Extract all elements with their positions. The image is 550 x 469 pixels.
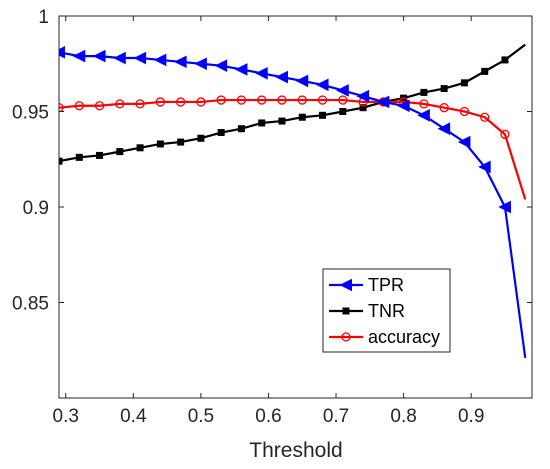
y-tick-label: 0.85: [12, 294, 49, 315]
data-point-tpr: [113, 51, 126, 65]
legend: TPR TNR accuracy: [322, 268, 451, 353]
x-tick-label: 0.7: [323, 406, 349, 427]
data-point-tpr: [153, 53, 167, 67]
data-point-accuracy: [135, 99, 145, 109]
data-point-accuracy: [257, 95, 267, 105]
y-tick-label: 0.95: [12, 103, 49, 124]
plot-background: [59, 16, 532, 398]
data-point-accuracy: [216, 95, 226, 105]
legend-label: TPR: [368, 275, 404, 295]
data-point-tpr: [498, 200, 511, 214]
legend-marker: [341, 332, 351, 342]
y-tick-label: 0.9: [23, 198, 49, 219]
data-point-accuracy: [419, 99, 429, 109]
data-point-tnr: [75, 153, 83, 161]
data-point-tnr: [197, 134, 205, 142]
data-point-tpr: [396, 99, 410, 113]
data-point-tnr: [440, 85, 448, 93]
data-point-tnr: [420, 88, 428, 96]
data-point-accuracy: [297, 95, 307, 105]
data-point-accuracy: [236, 95, 247, 105]
axes-layer: 0.3 0.4 0.5 0.6 0.7 0.8 0.9 1 0.95 0.9 0.85: [12, 7, 533, 427]
data-point-tnr: [177, 138, 185, 146]
data-point-accuracy: [277, 95, 287, 105]
data-point-tpr: [295, 74, 309, 88]
x-tick-label: 0.9: [458, 406, 484, 427]
legend-item-tnr: TNR: [329, 301, 405, 321]
data-point-accuracy: [74, 101, 84, 111]
data-point-tnr: [339, 108, 347, 115]
data-point-tnr: [319, 111, 327, 119]
series-layer: [59, 43, 527, 359]
legend-marker: [342, 307, 350, 315]
data-point-tnr: [258, 119, 266, 127]
data-point-tnr: [237, 125, 245, 133]
data-point-tpr: [255, 66, 268, 80]
data-point-tpr: [59, 45, 65, 59]
data-point-tpr: [234, 63, 248, 76]
legend-marker: [339, 278, 352, 292]
legend-item-tpr: TPR: [329, 275, 404, 295]
data-point-tpr: [275, 70, 288, 84]
legend-label: TNR: [368, 301, 405, 321]
data-point-tnr: [278, 117, 286, 125]
data-point-tpr: [417, 109, 430, 122]
data-point-tpr: [133, 51, 147, 65]
data-point-tnr: [481, 67, 489, 75]
data-point-tpr: [376, 95, 390, 109]
data-point-tpr: [457, 135, 471, 149]
data-point-accuracy: [94, 101, 105, 111]
data-point-tnr: [96, 151, 104, 159]
data-point-accuracy: [175, 97, 186, 107]
data-point-tpr: [315, 78, 329, 92]
data-point-tnr: [501, 56, 509, 64]
plot-area: [59, 16, 532, 398]
data-point-tpr: [336, 84, 349, 97]
y-tick-label: 1: [38, 7, 49, 28]
data-point-accuracy: [459, 106, 470, 117]
x-tick-label: 0.6: [255, 406, 281, 427]
data-point-accuracy: [196, 97, 206, 107]
data-point-tpr: [72, 49, 86, 63]
data-point-tnr: [116, 148, 124, 156]
data-point-tpr: [174, 55, 187, 69]
data-point-accuracy: [480, 112, 490, 122]
data-point-tnr: [217, 129, 225, 137]
data-point-tpr: [214, 59, 228, 72]
data-point-tpr: [437, 122, 451, 135]
x-tick-label: 0.3: [53, 406, 79, 427]
data-point-tnr: [156, 140, 164, 148]
data-point-accuracy: [317, 95, 328, 105]
data-point-tpr: [356, 89, 370, 103]
data-point-accuracy: [338, 95, 348, 105]
data-point-tnr: [136, 144, 144, 152]
data-point-tpr: [92, 49, 106, 63]
series-tnr: [59, 43, 526, 165]
data-point-accuracy: [439, 103, 449, 113]
data-point-accuracy: [155, 97, 166, 107]
data-point-accuracy: [115, 99, 125, 109]
data-point-tpr: [478, 160, 491, 174]
x-tick-label: 0.5: [188, 406, 214, 427]
data-point-tpr: [194, 57, 207, 71]
data-point-accuracy: [500, 129, 510, 140]
data-point-tnr: [59, 157, 63, 165]
data-point-tnr: [298, 113, 306, 121]
data-point-tnr: [460, 79, 468, 87]
legend-item-accuracy: accuracy: [329, 327, 440, 347]
x-axis-title: Threshold: [249, 439, 342, 462]
x-tick-label: 0.4: [120, 406, 147, 427]
data-point-tnr: [359, 104, 367, 112]
x-tick-label: 0.8: [390, 406, 416, 427]
series-tpr: [59, 45, 527, 359]
legend-label: accuracy: [368, 327, 440, 347]
data-point-accuracy: [59, 103, 64, 113]
